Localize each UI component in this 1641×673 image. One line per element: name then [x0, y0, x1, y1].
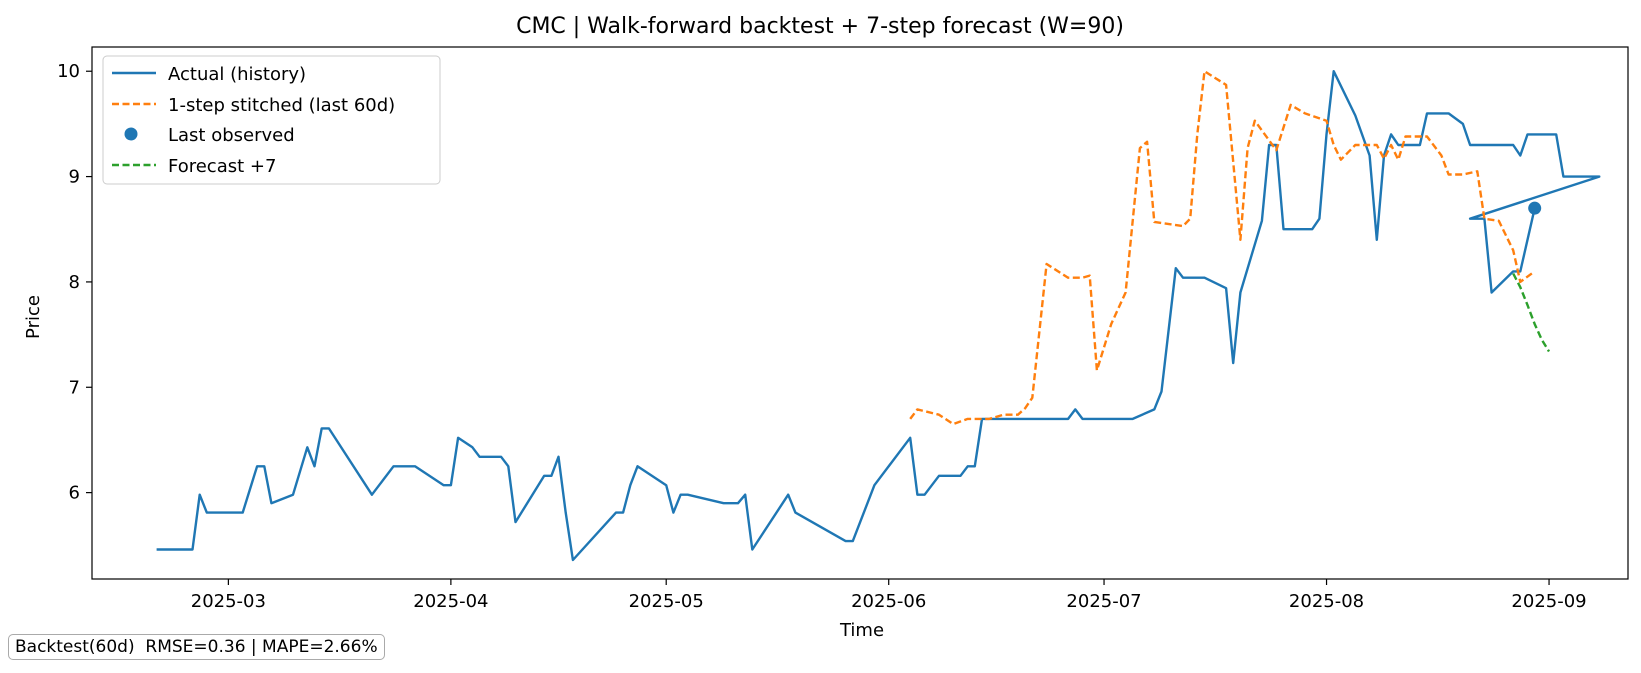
plot-area: 2025-03 2025-04 2025-05 2025-06 2025-07 2025-…	[57, 46, 1629, 612]
y-tick-label: 8	[69, 272, 80, 293]
series-actual-history	[156, 69, 1601, 562]
legend-label-stitched: 1-step stitched (last 60d)	[168, 95, 395, 116]
y-tick-label: 9	[69, 167, 80, 188]
backtest-metrics-note: Backtest(60d) RMSE=0.36 | MAPE=2.66%	[8, 634, 385, 660]
x-tick-label: 2025-06	[851, 591, 926, 612]
x-tick-label: 2025-04	[413, 591, 488, 612]
legend-label-last-observed: Last observed	[168, 125, 295, 146]
series-stitched-backtest	[909, 69, 1536, 426]
x-axis: 2025-03 2025-04 2025-05 2025-06 2025-07 2025-…	[191, 579, 1587, 612]
y-tick-label: 7	[69, 377, 80, 398]
plot-frame	[91, 46, 1629, 580]
y-tick-label: 6	[69, 483, 80, 504]
x-tick-label: 2025-07	[1066, 591, 1141, 612]
series-forecast	[1512, 272, 1551, 353]
legend-swatch-last-observed	[124, 127, 138, 141]
x-tick-label: 2025-08	[1289, 591, 1364, 612]
x-axis-label: Time	[839, 620, 884, 641]
legend-label-forecast: Forecast +7	[168, 156, 276, 177]
series-layer	[156, 69, 1601, 562]
x-tick-label: 2025-05	[629, 591, 704, 612]
x-tick-label: 2025-03	[191, 591, 266, 612]
last-observed-point	[1528, 201, 1542, 215]
x-tick-label: 2025-09	[1511, 591, 1586, 612]
y-axis: 6 7 8 9 10	[57, 61, 92, 504]
chart-title: CMC | Walk-forward backtest + 7-step for…	[516, 14, 1124, 39]
y-axis-label: Price	[23, 295, 44, 339]
y-tick-label: 10	[57, 61, 80, 82]
legend-label-actual: Actual (history)	[168, 64, 306, 85]
legend-frame	[102, 55, 441, 185]
legend: Actual (history) 1-step stitched (last 6…	[102, 55, 441, 185]
